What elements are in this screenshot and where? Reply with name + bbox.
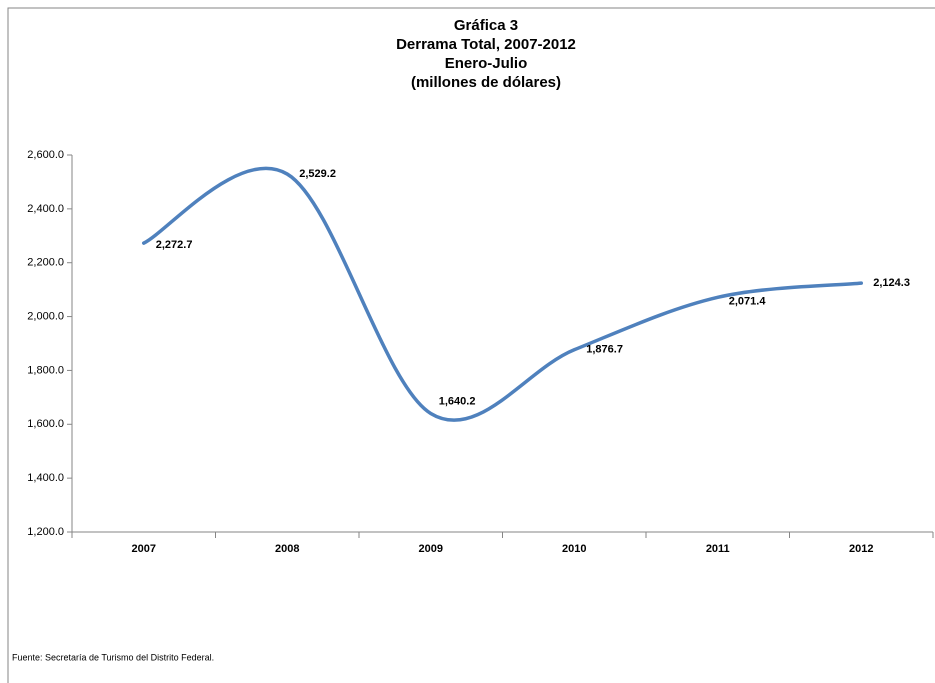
x-tick-label: 2009 xyxy=(419,543,443,555)
data-label: 1,640.2 xyxy=(439,395,476,407)
x-tick-label: 2007 xyxy=(132,543,156,555)
line-series xyxy=(142,166,863,422)
chart-title: Gráfica 3 xyxy=(454,17,518,34)
source-note: Fuente: Secretaría de Turismo del Distri… xyxy=(12,652,214,662)
data-label: 1,876.7 xyxy=(586,344,623,356)
data-label: 2,124.3 xyxy=(873,277,910,289)
x-tick-label: 2012 xyxy=(849,543,873,555)
y-tick-label: 1,600.0 xyxy=(27,418,64,430)
data-label: 2,071.4 xyxy=(729,295,767,307)
y-tick-label: 2,600.0 xyxy=(27,149,64,161)
y-tick-label: 2,400.0 xyxy=(27,203,64,215)
y-tick-label: 2,000.0 xyxy=(27,310,64,322)
chart-subtitle: Derrama Total, 2007-2012 xyxy=(396,36,576,53)
chart-subtitle: (millones de dólares) xyxy=(411,74,561,91)
chart-subtitle: Enero-Julio xyxy=(445,55,528,72)
data-label: 2,272.7 xyxy=(156,239,193,251)
x-tick-label: 2008 xyxy=(275,543,299,555)
y-tick-label: 1,800.0 xyxy=(27,364,64,376)
y-tick-label: 2,200.0 xyxy=(27,257,64,269)
x-tick-label: 2010 xyxy=(562,543,586,555)
chart-frame xyxy=(7,7,935,683)
data-label: 2,529.2 xyxy=(299,168,336,180)
y-tick-label: 1,400.0 xyxy=(27,472,64,484)
y-tick-label: 1,200.0 xyxy=(27,526,64,538)
x-tick-label: 2011 xyxy=(706,543,730,555)
